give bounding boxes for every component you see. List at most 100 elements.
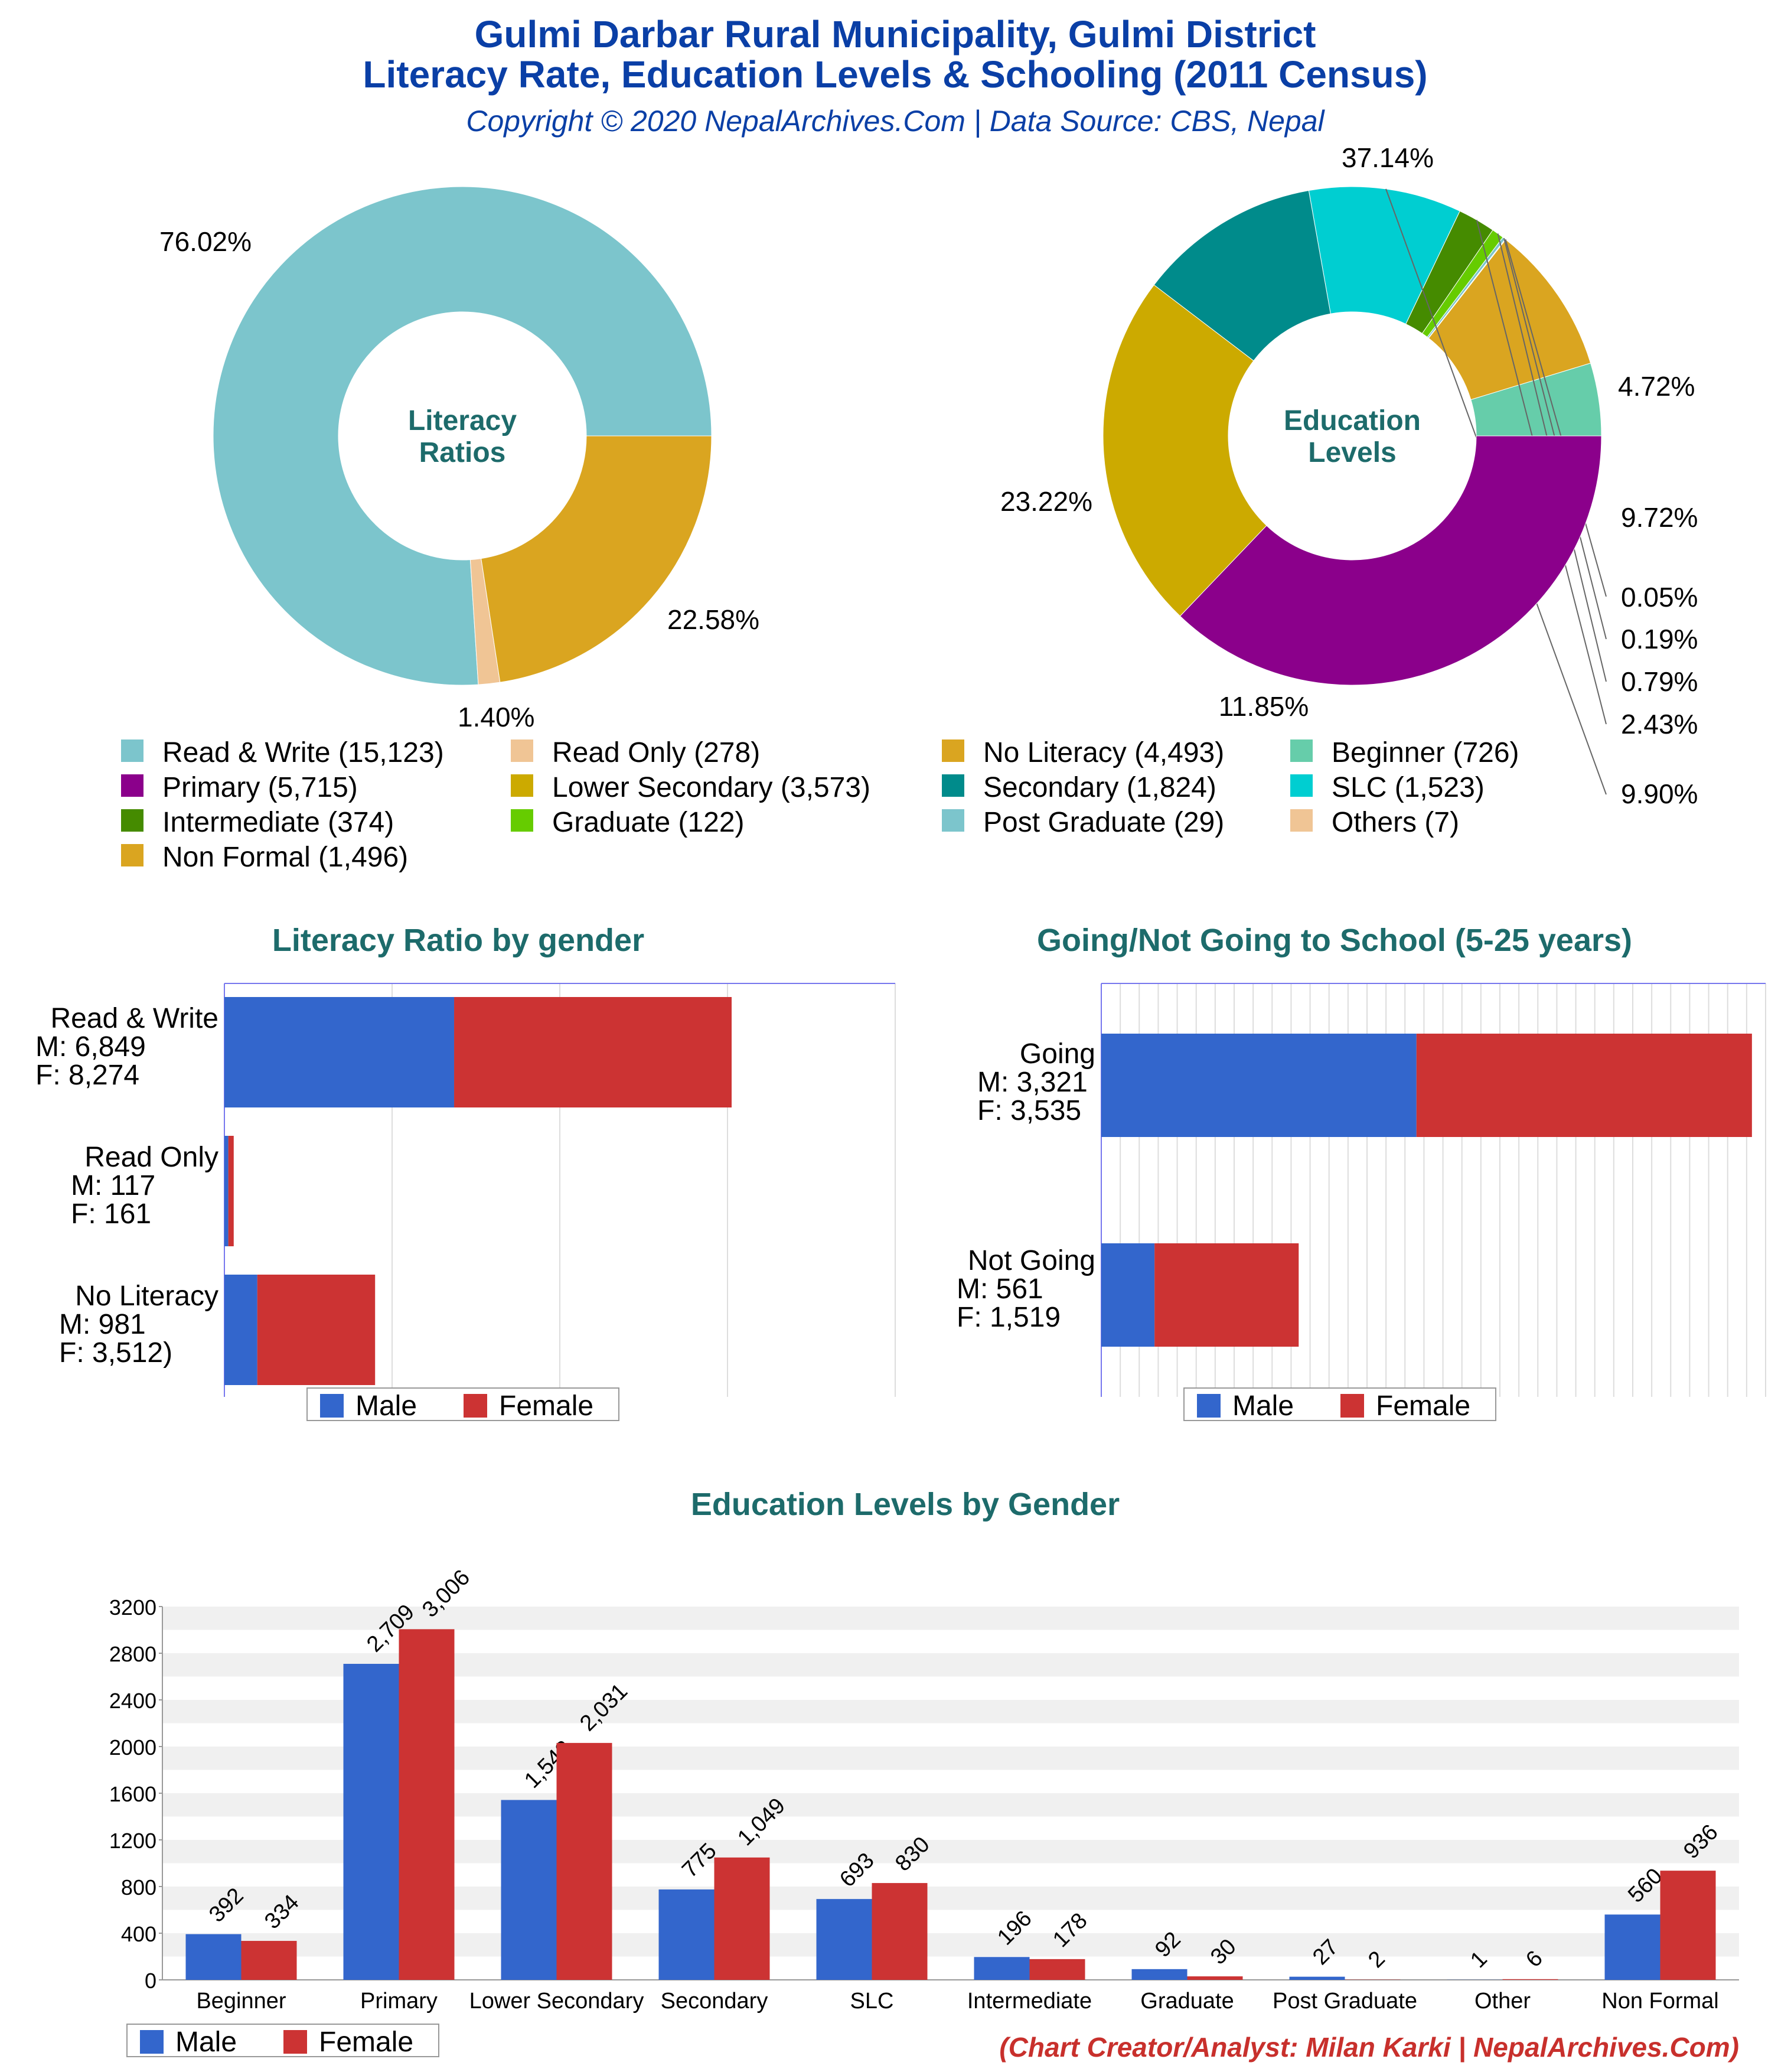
bar-secondary-male bbox=[658, 1889, 715, 1980]
x-tick-label: Intermediate bbox=[967, 1989, 1092, 2014]
pie-legend: Read & Write (15,123) Read Only (278) No L… bbox=[121, 737, 1519, 873]
legend-label: Secondary (1,824) bbox=[983, 772, 1216, 803]
donut-center-label: Levels bbox=[1308, 437, 1396, 468]
chart-credit: (Chart Creator/Analyst: Milan Karki | Ne… bbox=[999, 2032, 1739, 2063]
legend-label: Read & Write (15,123) bbox=[162, 737, 444, 768]
slice-non-formal bbox=[1428, 239, 1591, 400]
x-tick-label: Primary bbox=[360, 1989, 438, 2014]
slice-label: 0.05% bbox=[1621, 582, 1698, 613]
y-tick-label: 800 bbox=[121, 1875, 156, 1900]
category-label: Read & Write bbox=[50, 1003, 218, 1034]
copyright-line: Copyright © 2020 NepalArchives.Com | Dat… bbox=[466, 105, 1325, 138]
legend-label: Non Formal (1,496) bbox=[162, 842, 408, 873]
data-label: 830 bbox=[890, 1832, 935, 1876]
bar-graduate-male bbox=[1131, 1969, 1188, 1980]
category-label: M: 981 bbox=[59, 1309, 146, 1340]
legend-swatch bbox=[511, 809, 533, 832]
legend-label-female: Female bbox=[319, 2027, 413, 2058]
slice-no-literacy bbox=[481, 435, 712, 683]
legend-label-male: Male bbox=[355, 1390, 417, 1422]
bar-lower-secondary-female bbox=[556, 1742, 612, 1980]
legend-swatch bbox=[121, 774, 143, 797]
category-label: M: 561 bbox=[957, 1273, 1043, 1305]
slice-label: 1.40% bbox=[458, 702, 534, 732]
bar-lower-secondary-male bbox=[501, 1800, 557, 1980]
x-tick-label: Lower Secondary bbox=[469, 1989, 644, 2014]
legend-box bbox=[306, 1387, 619, 1421]
slice-primary bbox=[1179, 435, 1602, 686]
bar-read-write-female bbox=[454, 997, 732, 1107]
data-label: 92 bbox=[1150, 1927, 1186, 1963]
legend-swatch-female bbox=[1340, 1394, 1364, 1418]
bar-no-literacy-male bbox=[224, 1275, 257, 1385]
bar-primary-male bbox=[343, 1663, 399, 1980]
legend-swatch bbox=[1290, 739, 1313, 762]
slice-label: 0.19% bbox=[1621, 624, 1698, 654]
y-tick-label: 2400 bbox=[109, 1689, 156, 1713]
x-tick-label: Other bbox=[1474, 1989, 1531, 2014]
main-title-line2: Literacy Rate, Education Levels & School… bbox=[363, 53, 1427, 96]
legend-swatch bbox=[942, 739, 964, 762]
slice-label: 22.58% bbox=[667, 604, 759, 635]
education-levels-donut: 4.72% 9.72% 0.05% 0.19% 0.79% 2.43% 9.90% 11.85… bbox=[1000, 142, 1698, 809]
legend-swatch bbox=[942, 774, 964, 797]
legend-swatch bbox=[511, 739, 533, 762]
legend-label-male: Male bbox=[175, 2027, 237, 2058]
bar-beginner-female bbox=[241, 1941, 297, 1980]
legend-swatch bbox=[121, 809, 143, 832]
bar-other-female bbox=[1502, 1979, 1558, 1980]
bar-going-male bbox=[1101, 1034, 1417, 1137]
main-title-line1: Gulmi Darbar Rural Municipality, Gulmi D… bbox=[475, 13, 1316, 56]
bar-beginner-male bbox=[185, 1934, 242, 1980]
category-label: F: 161 bbox=[71, 1198, 151, 1230]
legend-label: SLC (1,523) bbox=[1332, 772, 1485, 803]
category-label: F: 3,512) bbox=[59, 1337, 172, 1369]
bar-slc-female bbox=[872, 1883, 928, 1980]
legend-label-female: Female bbox=[1376, 1390, 1470, 1422]
bar-going-female bbox=[1416, 1034, 1752, 1137]
bar-secondary-female bbox=[714, 1857, 770, 1980]
bar-read-only-female bbox=[228, 1136, 234, 1246]
legend-label-female: Female bbox=[499, 1390, 593, 1422]
y-tick-label: 400 bbox=[121, 1922, 156, 1946]
legend-label: Graduate (122) bbox=[552, 807, 745, 838]
donut-center-label: Education bbox=[1284, 405, 1421, 436]
category-label: M: 3,321 bbox=[977, 1067, 1088, 1098]
legend-label-male: Male bbox=[1232, 1390, 1294, 1422]
legend-label: Post Graduate (29) bbox=[983, 807, 1224, 838]
legend-label: Read Only (278) bbox=[552, 737, 760, 768]
category-label: Going bbox=[1020, 1038, 1095, 1070]
x-tick-label: Beginner bbox=[196, 1989, 286, 2014]
legend-swatch bbox=[942, 809, 964, 832]
bar-intermediate-female bbox=[1029, 1959, 1085, 1980]
legend-swatch bbox=[1290, 774, 1313, 797]
x-tick-label: Graduate bbox=[1140, 1989, 1234, 2014]
bar-slc-male bbox=[816, 1899, 872, 1980]
bar-primary-female bbox=[399, 1629, 455, 1980]
legend-swatch bbox=[121, 844, 143, 866]
legend-swatch bbox=[1290, 809, 1313, 832]
bar-not-going-female bbox=[1154, 1243, 1299, 1347]
donut-center-label: Literacy bbox=[408, 405, 517, 436]
legend-swatch-male bbox=[1197, 1394, 1221, 1418]
bar-non-formal-male bbox=[1604, 1914, 1660, 1980]
slice-label: 0.79% bbox=[1621, 666, 1698, 697]
legend-box bbox=[126, 2024, 439, 2057]
slice-label: 9.90% bbox=[1621, 778, 1698, 809]
category-label: F: 8,274 bbox=[35, 1060, 139, 1091]
slice-label: 76.02% bbox=[159, 226, 252, 257]
legend-label: No Literacy (4,493) bbox=[983, 737, 1224, 768]
slice-lower-secondary bbox=[1102, 284, 1267, 617]
slice-read-write bbox=[213, 186, 712, 686]
slice-label: 2.43% bbox=[1621, 709, 1698, 739]
slice-label: 11.85% bbox=[1219, 691, 1309, 722]
x-tick-label: Non Formal bbox=[1601, 1989, 1719, 2014]
legend-label: Beginner (726) bbox=[1332, 737, 1519, 768]
legend-label: Others (7) bbox=[1332, 807, 1459, 838]
legend-swatch-male bbox=[140, 2030, 164, 2054]
